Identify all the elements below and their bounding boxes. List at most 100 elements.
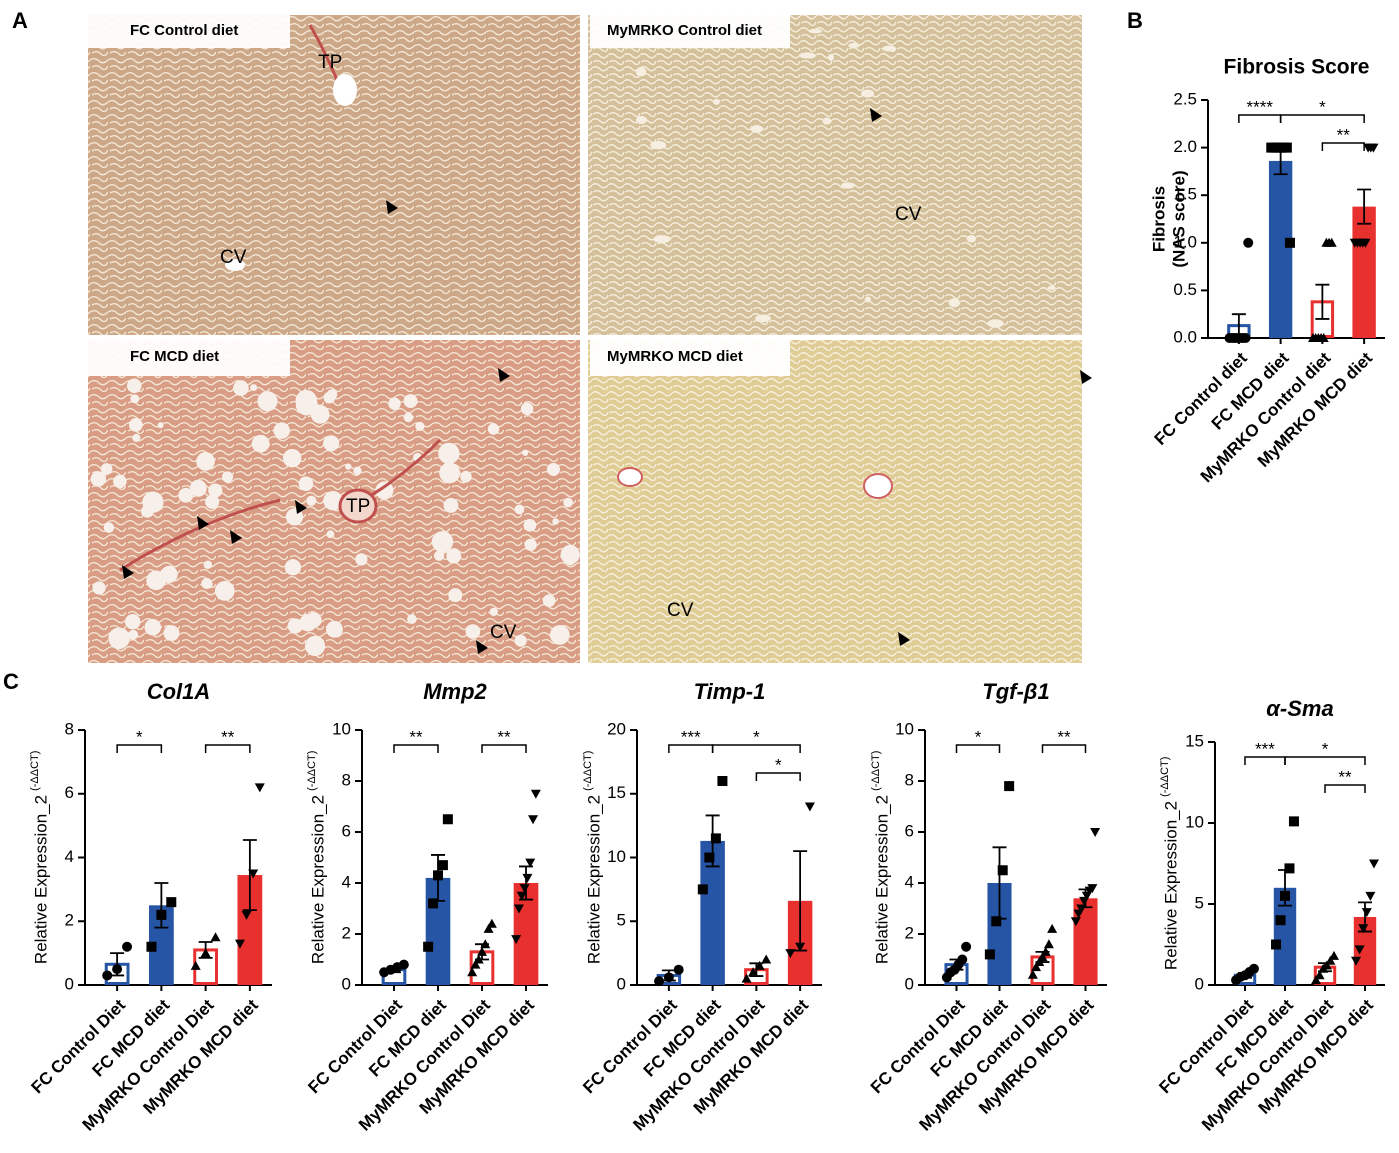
data-point: [991, 916, 1002, 927]
sinusoid: [799, 52, 816, 59]
error-bar: [242, 839, 257, 911]
vacuole: [446, 548, 462, 564]
data-point: [1090, 828, 1101, 837]
data-point: [467, 967, 478, 977]
error-bar: [1315, 283, 1330, 320]
significance-label: **: [1057, 727, 1071, 746]
data-point: [1358, 924, 1369, 934]
data-point: [1321, 960, 1332, 970]
vacuole: [407, 614, 417, 624]
significance-label: ***: [681, 727, 701, 746]
data-point: [1248, 963, 1259, 974]
data-point: [1360, 238, 1371, 248]
data-point: [1284, 237, 1295, 248]
y-tick-label: 8: [905, 770, 914, 789]
vessel: [225, 259, 245, 271]
vacuole: [124, 613, 141, 630]
y-axis-label-text: Relative Expression_2: [584, 795, 603, 964]
data-point: [254, 783, 265, 793]
y-tick-label: 6: [342, 821, 351, 840]
vacuole: [549, 625, 570, 645]
data-point: [156, 909, 167, 920]
sinusoid: [808, 28, 823, 34]
vacuole: [353, 466, 362, 476]
vacuole: [198, 484, 206, 491]
y-tick-label: 10: [1185, 812, 1204, 831]
significance-bracket: [1279, 114, 1365, 123]
data-point: [957, 954, 968, 965]
data-point: [102, 970, 113, 981]
vacuole: [208, 483, 223, 498]
vacuole: [563, 497, 573, 508]
sinusoid: [635, 116, 648, 125]
sinusoid: [822, 117, 832, 125]
sinusoid: [966, 235, 977, 243]
vacuole: [566, 556, 575, 566]
y-tick-label: 4: [342, 872, 351, 891]
annotation: CV: [895, 204, 922, 225]
data-point: [654, 976, 665, 987]
y-tick-label: 0: [342, 974, 351, 993]
error-bar: [154, 882, 169, 929]
vacuole: [310, 405, 330, 424]
vacuole: [514, 634, 527, 647]
micrograph-label: MyMRKO MCD diet: [607, 348, 743, 365]
vacuole: [522, 449, 529, 456]
vacuole: [323, 391, 336, 404]
texture: [588, 340, 1082, 663]
annotation: CV: [490, 622, 517, 643]
significance-bracket: [481, 744, 527, 753]
data-point: [1087, 884, 1098, 894]
y-axis-label-sup: (-ΔΔCT): [582, 751, 594, 791]
vacuole: [128, 417, 143, 432]
significance-bracket: [955, 744, 1001, 753]
vacuole: [388, 397, 401, 410]
texture: [88, 15, 580, 335]
y-axis-label: Relative Expression_2 (-ΔΔCT): [306, 751, 328, 965]
sinusoid: [987, 319, 1004, 328]
data-point: [1368, 859, 1379, 869]
data-point: [785, 949, 796, 959]
data-point: [423, 941, 434, 952]
data-point: [470, 959, 481, 969]
vessel: [333, 74, 357, 106]
vacuole: [108, 627, 130, 650]
data-point: [704, 852, 715, 863]
data-point: [234, 939, 245, 949]
data-point: [122, 941, 133, 952]
vacuole: [523, 518, 537, 532]
y-axis-label: Relative Expression_2 (-ΔΔCT): [870, 751, 892, 965]
y-tick-label: 4: [65, 847, 74, 866]
y-tick-label: 15: [607, 783, 626, 802]
vacuole: [221, 471, 234, 483]
y-tick-label: 2: [65, 911, 74, 930]
data-point: [748, 967, 759, 977]
data-point: [528, 815, 539, 825]
data-point: [1043, 939, 1054, 949]
data-point: [1031, 962, 1042, 972]
bar: [1353, 916, 1377, 985]
sinusoid: [635, 66, 647, 77]
data-point: [530, 789, 541, 799]
bar: [1268, 160, 1293, 338]
vacuole: [273, 422, 290, 439]
significance-label: **: [221, 727, 235, 746]
data-point: [522, 873, 533, 883]
micrograph-label: MyMRKO Control diet: [607, 22, 762, 39]
data-point: [477, 946, 487, 956]
significance-bracket: [755, 772, 801, 781]
vacuole: [460, 470, 472, 483]
data-point: [1325, 955, 1336, 965]
vacuole: [514, 504, 525, 515]
y-tick-label: 0: [617, 974, 626, 993]
y-tick-label: 0.0: [1173, 327, 1197, 346]
sinusoid: [827, 53, 834, 61]
vacuole: [403, 412, 414, 423]
vacuole: [465, 624, 481, 639]
label-box: [590, 340, 790, 376]
vacuole: [178, 487, 194, 503]
vacuole: [489, 607, 498, 617]
data-point: [710, 833, 721, 844]
annotation: CV: [220, 247, 247, 268]
vacuole: [233, 380, 249, 396]
